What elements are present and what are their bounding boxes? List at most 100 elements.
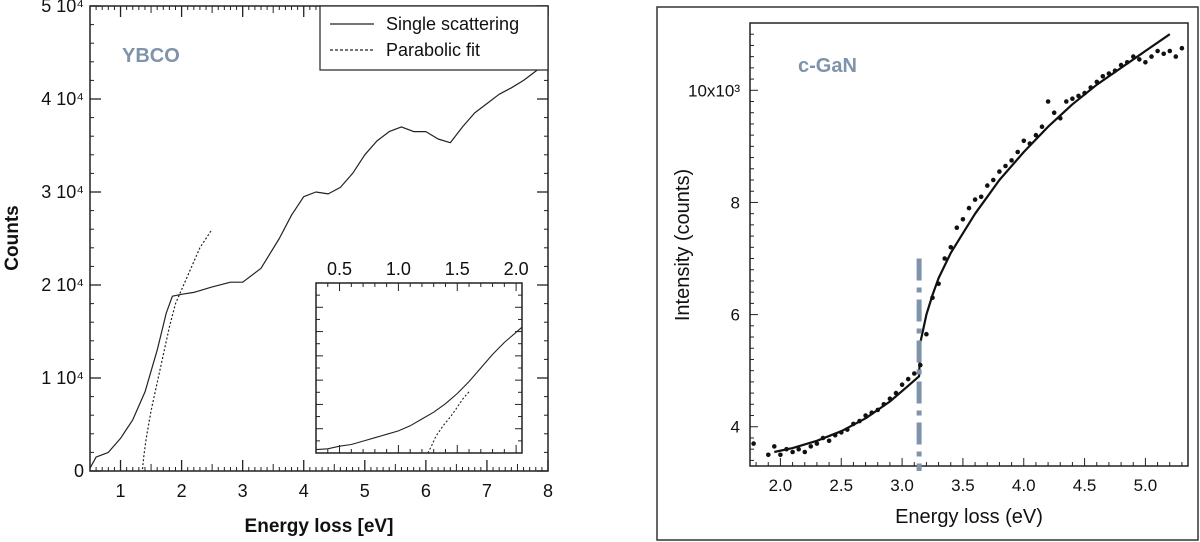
data-point bbox=[1003, 163, 1008, 169]
data-point bbox=[942, 256, 947, 261]
inset-tick-labels: 0.5 1.0 1.5 2.0 bbox=[327, 259, 529, 279]
data-point bbox=[887, 396, 893, 402]
data-point bbox=[845, 427, 850, 432]
data-point bbox=[814, 441, 820, 446]
data-point bbox=[1021, 138, 1027, 144]
y-tick-label: 4 bbox=[731, 418, 740, 437]
data-point bbox=[1106, 71, 1112, 76]
x-tick-label: 5.0 bbox=[1134, 476, 1158, 495]
data-point bbox=[1161, 51, 1166, 57]
data-point bbox=[772, 444, 777, 449]
data-point bbox=[1100, 74, 1106, 79]
y-tick-label: 8 bbox=[731, 193, 740, 212]
x-tick-label: 3.0 bbox=[890, 476, 914, 495]
y-tick-label: 1 10⁴ bbox=[41, 368, 84, 388]
data-point bbox=[857, 418, 862, 424]
inset-frame bbox=[315, 282, 523, 454]
data-point bbox=[1137, 57, 1142, 62]
data-point bbox=[1051, 110, 1057, 115]
data-point bbox=[802, 449, 808, 455]
x-tick-label: 8 bbox=[543, 481, 553, 501]
inset-ticks bbox=[315, 283, 522, 453]
data-point bbox=[808, 444, 814, 449]
data-point bbox=[966, 205, 972, 211]
left-y-axis-title: Counts bbox=[2, 205, 23, 270]
data-point bbox=[839, 430, 844, 435]
x-tick-label: 2.0 bbox=[769, 476, 793, 495]
data-point bbox=[893, 390, 899, 396]
data-point bbox=[991, 177, 996, 183]
inset-series bbox=[315, 326, 523, 454]
data-point bbox=[820, 435, 826, 441]
legend-label-single-scattering: Single scattering bbox=[386, 14, 519, 34]
legend-label-parabolic-fit: Parabolic fit bbox=[386, 40, 480, 60]
data-point bbox=[1088, 85, 1093, 90]
data-point bbox=[869, 410, 874, 416]
inset-single-scattering-line bbox=[315, 326, 523, 451]
y-tick-label: 6 bbox=[731, 306, 740, 325]
x-tick-label: 4 bbox=[299, 481, 309, 501]
inset-x-tick-label: 0.5 bbox=[327, 259, 352, 279]
right-figure-border bbox=[656, 6, 1199, 541]
data-point bbox=[778, 452, 783, 458]
right-tick-labels: 2.0 2.5 3.0 3.5 4.0 4.5 5.0 4 6 8 10x10³ bbox=[688, 81, 1157, 495]
data-point bbox=[960, 217, 966, 222]
data-point bbox=[936, 281, 941, 287]
y-tick-label: 2 10⁴ bbox=[41, 275, 84, 295]
left-series bbox=[89, 61, 549, 470]
inset-parabolic-fit-line bbox=[427, 391, 470, 454]
right-y-axis-title: Intensity (counts) bbox=[672, 169, 694, 321]
data-point bbox=[899, 382, 905, 388]
data-point bbox=[851, 421, 856, 427]
data-point bbox=[1143, 60, 1148, 65]
data-point bbox=[1131, 54, 1136, 59]
data-point bbox=[1149, 54, 1154, 59]
inset-x-tick-label: 1.5 bbox=[445, 259, 470, 279]
right-x-axis-title: Energy loss (eV) bbox=[895, 506, 1043, 528]
x-tick-label: 3.5 bbox=[951, 476, 975, 495]
data-point bbox=[1076, 93, 1081, 99]
left-tick-labels: 1 2 3 4 5 6 7 8 0 1 10⁴ 2 10⁴ 3 10⁴ 4 10⁴ 5 10⁴ bbox=[41, 0, 553, 501]
x-tick-label: 7 bbox=[482, 481, 492, 501]
data-point bbox=[1039, 124, 1045, 129]
data-point bbox=[826, 438, 832, 444]
data-point bbox=[1167, 48, 1173, 54]
data-point bbox=[1124, 60, 1130, 65]
right-series bbox=[751, 33, 1185, 471]
inset-x-tick-label: 1.0 bbox=[386, 259, 411, 279]
data-point bbox=[905, 376, 911, 382]
data-point bbox=[790, 449, 795, 455]
left-plot-frame bbox=[89, 5, 549, 472]
data-point bbox=[1118, 62, 1124, 68]
data-point bbox=[881, 402, 887, 407]
data-point bbox=[972, 197, 978, 202]
data-point bbox=[1064, 99, 1069, 104]
data-point bbox=[1179, 45, 1185, 51]
data-point bbox=[1015, 149, 1020, 155]
y-tick-label: 4 10⁴ bbox=[41, 89, 84, 109]
series-line-fit bbox=[774, 33, 1171, 454]
x-tick-label: 4.5 bbox=[1073, 476, 1097, 495]
data-point bbox=[796, 446, 801, 452]
data-point bbox=[1082, 90, 1087, 96]
data-point bbox=[1058, 116, 1063, 121]
inset-x-tick-label: 2.0 bbox=[504, 259, 529, 279]
x-tick-label: 2 bbox=[177, 481, 187, 501]
y-tick-label: 5 10⁴ bbox=[41, 0, 84, 16]
right-chart: 2.0 2.5 3.0 3.5 4.0 4.5 5.0 4 6 8 10x10³ c-GaN Ene… bbox=[656, 6, 1199, 541]
series-line-single-scattering bbox=[89, 61, 549, 469]
data-point bbox=[924, 331, 929, 337]
inset-chart: 0.5 1.0 1.5 2.0 bbox=[315, 259, 529, 454]
y-tick-label: 3 10⁴ bbox=[41, 182, 84, 202]
data-point bbox=[875, 407, 881, 413]
data-point bbox=[1155, 48, 1160, 54]
right-ticks bbox=[750, 22, 1183, 466]
data-point bbox=[1173, 54, 1179, 59]
series-line-parabolic-fit bbox=[141, 228, 213, 470]
data-point bbox=[918, 362, 923, 368]
x-tick-label: 2.5 bbox=[829, 476, 853, 495]
left-chart: 1 2 3 4 5 6 7 8 0 1 10⁴ 2 10⁴ 3 10⁴ 4 10⁴ 5 10⁴ Singl… bbox=[2, 0, 553, 537]
left-x-axis-title: Energy loss [eV] bbox=[245, 516, 394, 537]
y-tick-label: 10x10³ bbox=[688, 81, 740, 100]
